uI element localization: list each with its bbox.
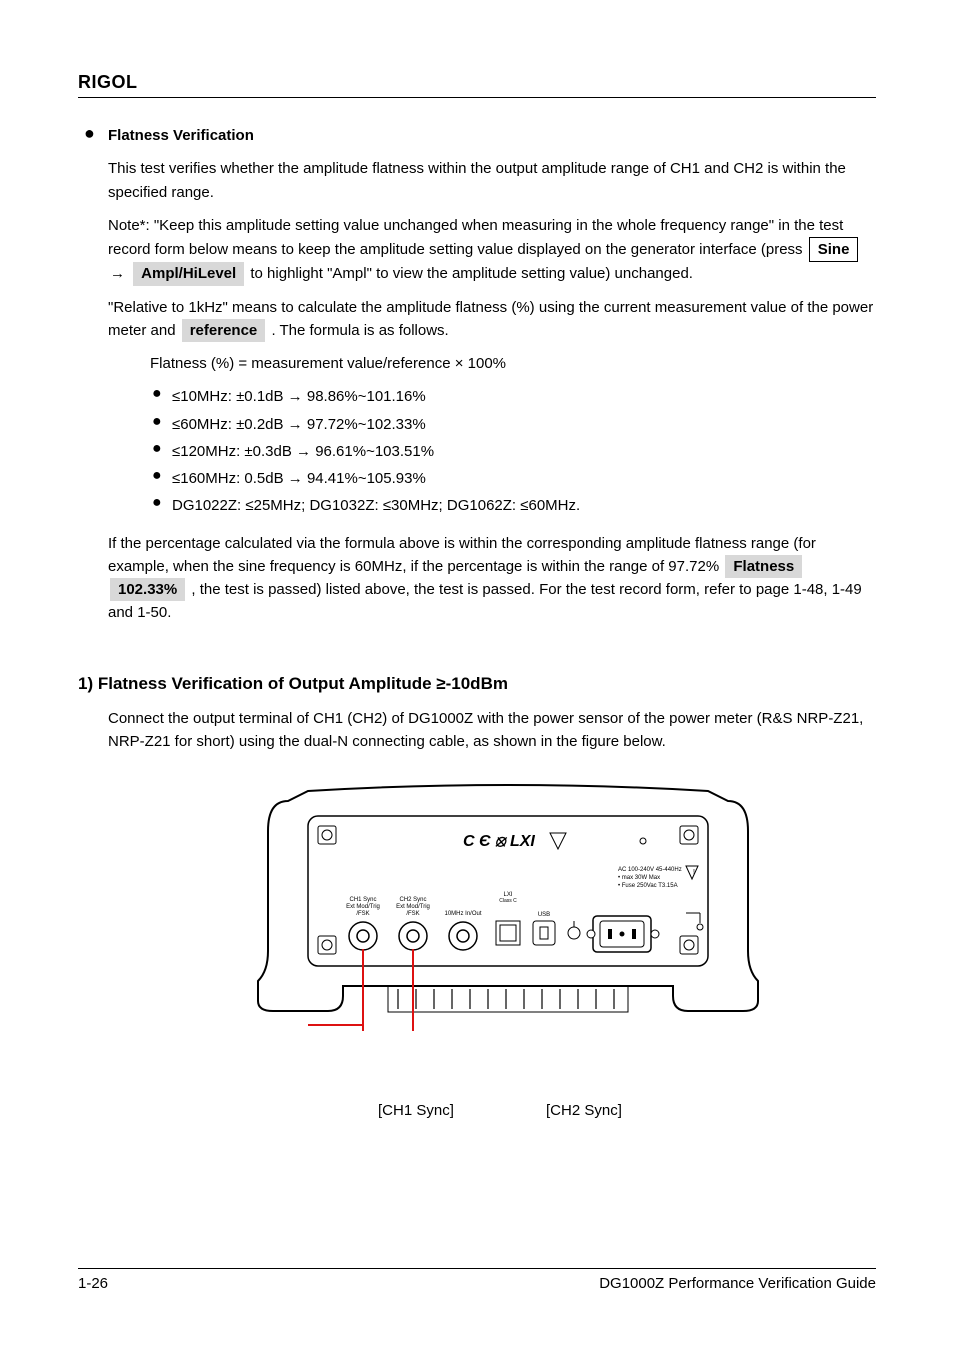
reference-softkey: reference: [182, 319, 266, 342]
spec-item: ≤60MHz: ±0.2dB → 97.72%~102.33%: [172, 413, 876, 436]
spec-dot: ●: [150, 440, 172, 458]
svg-text:• max 30W Max: • max 30W Max: [618, 875, 660, 881]
pass-criteria: If the percentage calculated via the for…: [108, 532, 876, 625]
section-1-para: Connect the output terminal of CH1 (CH2)…: [108, 707, 876, 754]
svg-text:10MHz In/Out: 10MHz In/Out: [444, 911, 481, 917]
svg-text:/FSK: /FSK: [356, 911, 369, 917]
note-para: Note*: "Keep this amplitude setting valu…: [108, 214, 876, 286]
spec-dot: ●: [150, 413, 172, 431]
main-bullet-dot: ●: [78, 124, 108, 142]
brand-header: RIGOL: [78, 72, 876, 93]
svg-text:/FSK: /FSK: [406, 911, 419, 917]
svg-text:C Є ⦻ LXI: C Є ⦻ LXI: [463, 833, 535, 850]
spec-item: ≤10MHz: ±0.1dB → 98.86%~101.16%: [172, 385, 876, 408]
relative-para: "Relative to 1kHz" means to calculate th…: [108, 296, 876, 343]
range-high-softkey: 102.33%: [110, 578, 185, 601]
formula: Flatness (%) = measurement value/referen…: [150, 352, 876, 375]
note-text-a: Note*: "Keep this amplitude setting valu…: [108, 217, 843, 258]
spec-dot: ●: [150, 494, 172, 512]
bottom-rule: [78, 1268, 876, 1269]
rear-panel-figure: C Є ⦻ LXI AC 100-240V 45-440Hz • max 30W…: [248, 771, 876, 1122]
svg-text:USB: USB: [538, 912, 550, 918]
svg-text:• Fuse 250Vac T3.15A: • Fuse 250Vac T3.15A: [618, 883, 678, 889]
doc-title-footer: DG1000Z Performance Verification Guide: [599, 1275, 876, 1292]
svg-text:Ext Mod/Trig: Ext Mod/Trig: [346, 904, 380, 910]
svg-text:CH2 Sync: CH2 Sync: [399, 897, 426, 903]
section-1-title: 1) Flatness Verification of Output Ampli…: [78, 671, 876, 697]
svg-text:AC 100-240V 45-440Hz: AC 100-240V 45-440Hz: [618, 867, 682, 873]
main-bullet-title: Flatness Verification: [108, 124, 876, 147]
spec-dot: ●: [150, 467, 172, 485]
pass-text-a: If the percentage calculated via the for…: [108, 535, 816, 575]
instrument-rear-svg: C Є ⦻ LXI AC 100-240V 45-440Hz • max 30W…: [248, 771, 768, 1031]
flatness-intro: This test verifies whether the amplitude…: [108, 157, 876, 204]
figure-label-ch2: [CH2 Sync]: [546, 1099, 622, 1122]
spec-list: ●≤10MHz: ±0.1dB → 98.86%~101.16% ●≤60MHz…: [150, 385, 876, 517]
svg-text:Ext Mod/Trig: Ext Mod/Trig: [396, 904, 430, 910]
relative-text-b: . The formula is as follows.: [271, 322, 448, 339]
spec-dot: ●: [150, 385, 172, 403]
figure-label-ch1: [CH1 Sync]: [378, 1099, 546, 1122]
note-text-b: to highlight "Ampl" to view the amplitud…: [250, 265, 693, 282]
svg-text:CH1 Sync: CH1 Sync: [349, 897, 376, 903]
top-rule: [78, 97, 876, 98]
svg-text:!: !: [693, 869, 695, 876]
spec-item: ≤120MHz: ±0.3dB → 96.61%~103.51%: [172, 440, 876, 463]
spec-item: DG1022Z: ≤25MHz; DG1032Z: ≤30MHz; DG1062…: [172, 494, 876, 517]
ampl-softkey: Ampl/HiLevel: [133, 262, 244, 285]
pass-text-c: , the test is passed) listed above, the …: [108, 581, 862, 621]
svg-text:Class C: Class C: [499, 898, 517, 904]
arrow-icon: →: [110, 262, 125, 285]
flatness-softkey: Flatness: [725, 555, 802, 578]
sine-key: Sine: [809, 237, 859, 262]
page-number: 1-26: [78, 1275, 108, 1292]
spec-item: ≤160MHz: 0.5dB → 94.41%~105.93%: [172, 467, 876, 490]
